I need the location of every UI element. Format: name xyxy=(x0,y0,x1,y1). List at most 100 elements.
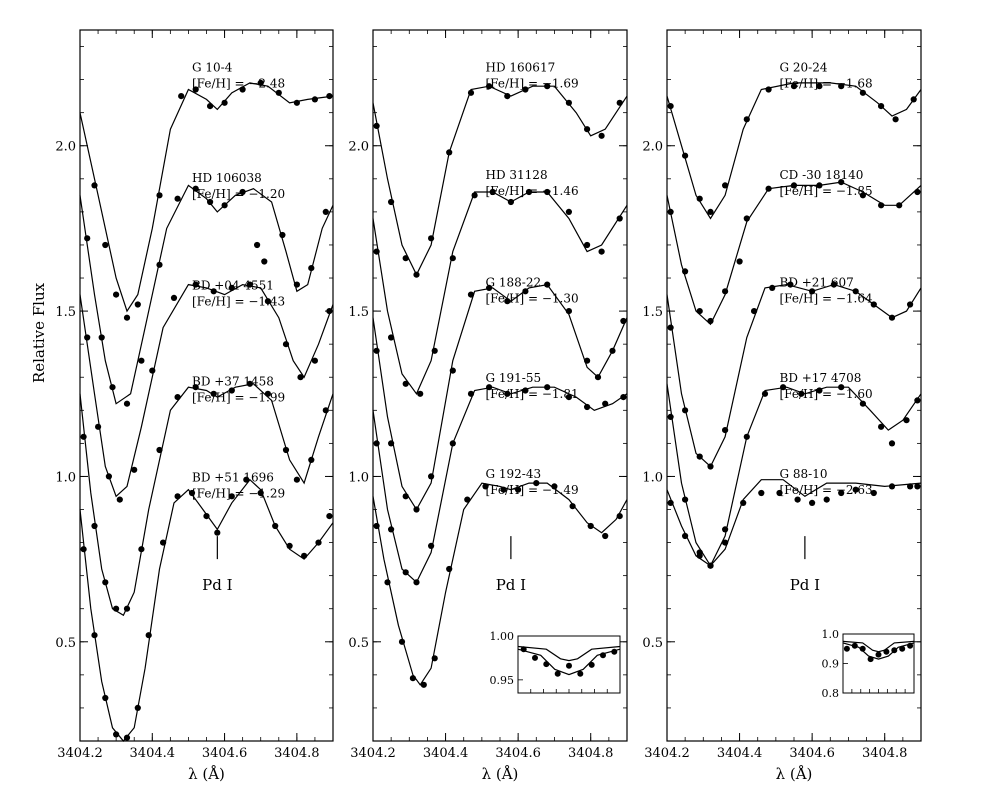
data-point xyxy=(809,499,816,506)
data-point xyxy=(431,347,438,354)
data-point xyxy=(228,493,235,500)
data-point xyxy=(794,496,801,503)
data-point xyxy=(138,546,145,553)
y-axis-label: Relative Flux xyxy=(30,282,48,383)
data-point xyxy=(722,427,729,434)
data-point xyxy=(293,281,300,288)
data-point xyxy=(431,655,438,662)
data-point xyxy=(192,384,199,391)
data-point xyxy=(878,202,885,209)
data-point xyxy=(174,394,181,401)
inset-model-line-1 xyxy=(517,645,621,662)
data-point xyxy=(565,308,573,315)
data-point xyxy=(667,499,674,506)
inset-data-point xyxy=(883,648,890,655)
inset-data-point xyxy=(891,647,898,654)
data-point xyxy=(587,522,594,530)
data-point xyxy=(776,489,783,497)
data-point xyxy=(892,116,899,123)
data-point xyxy=(95,423,102,430)
metallicity-label: [Fe/H] = −1.43 xyxy=(192,295,285,309)
data-point xyxy=(428,542,435,550)
star-name-label: BD +37 1458 xyxy=(192,375,274,389)
data-point xyxy=(565,394,573,401)
data-point xyxy=(207,103,214,110)
data-point xyxy=(402,569,409,576)
data-point xyxy=(373,347,380,354)
data-point xyxy=(896,202,903,209)
data-point xyxy=(264,390,271,397)
metallicity-label: [Fe/H] = −1.29 xyxy=(192,486,285,500)
data-point xyxy=(428,473,435,480)
data-point xyxy=(707,562,714,569)
pd-line-label: Pd I xyxy=(496,576,526,594)
pd-line-label: Pd I xyxy=(202,576,232,594)
data-point xyxy=(467,390,475,397)
metallicity-label: [Fe/H] = −1.64 xyxy=(780,291,873,305)
data-point xyxy=(838,83,845,90)
data-point xyxy=(239,188,246,196)
data-point xyxy=(758,489,765,497)
data-point xyxy=(722,526,729,533)
data-point xyxy=(113,731,120,738)
data-point xyxy=(308,265,315,272)
x-tick-label: 3404.4 xyxy=(717,746,763,761)
data-point xyxy=(80,433,87,440)
data-point xyxy=(910,96,917,103)
data-point xyxy=(790,182,798,189)
data-point xyxy=(228,387,235,394)
data-point xyxy=(98,334,105,341)
metallicity-label: [Fe/H] = −1.60 xyxy=(780,387,873,401)
data-point xyxy=(602,400,609,407)
data-point xyxy=(402,255,409,262)
data-point xyxy=(308,456,315,463)
data-point xyxy=(156,261,163,268)
y-tick-label: 0.5 xyxy=(348,636,369,651)
data-point xyxy=(257,489,264,497)
data-point xyxy=(696,308,703,315)
data-point xyxy=(388,334,395,341)
data-point xyxy=(264,298,271,305)
data-point xyxy=(667,324,674,331)
pd-line-label: Pd I xyxy=(790,576,820,594)
inset-data-point xyxy=(600,652,606,659)
data-point xyxy=(402,380,409,387)
x-axis-label: λ (Å) xyxy=(188,765,225,783)
data-point xyxy=(210,288,217,295)
data-point xyxy=(489,188,496,196)
data-point xyxy=(878,423,885,430)
data-point xyxy=(823,496,830,503)
data-point xyxy=(859,192,867,199)
data-point xyxy=(373,122,380,129)
data-point xyxy=(402,493,409,500)
x-tick-label: 3404.2 xyxy=(57,746,103,761)
inset-y-tick-label: 0.8 xyxy=(822,687,840,700)
inset-data-point xyxy=(851,642,858,649)
data-point xyxy=(326,513,333,520)
data-point xyxy=(594,374,602,381)
data-point xyxy=(682,532,689,540)
data-point xyxy=(787,281,794,288)
y-tick-label: 1.0 xyxy=(348,470,369,485)
data-point xyxy=(160,539,167,546)
data-point xyxy=(780,384,787,391)
data-point xyxy=(903,417,910,424)
data-point xyxy=(907,301,914,308)
data-point xyxy=(790,83,798,90)
inset-data-point xyxy=(532,654,538,661)
star-name-label: BD +04 4551 xyxy=(192,279,274,293)
data-point xyxy=(486,384,493,391)
data-point xyxy=(123,734,131,741)
data-point xyxy=(84,334,91,341)
data-point xyxy=(286,542,293,550)
data-point xyxy=(170,294,178,301)
data-point xyxy=(257,79,264,86)
data-point xyxy=(751,308,758,315)
data-point xyxy=(522,387,529,394)
inset-y-tick-label: 0.95 xyxy=(490,674,515,687)
x-tick-label: 3404.6 xyxy=(789,746,835,761)
data-point xyxy=(707,463,714,470)
data-point xyxy=(420,681,427,688)
x-tick-label: 3404.6 xyxy=(495,746,541,761)
